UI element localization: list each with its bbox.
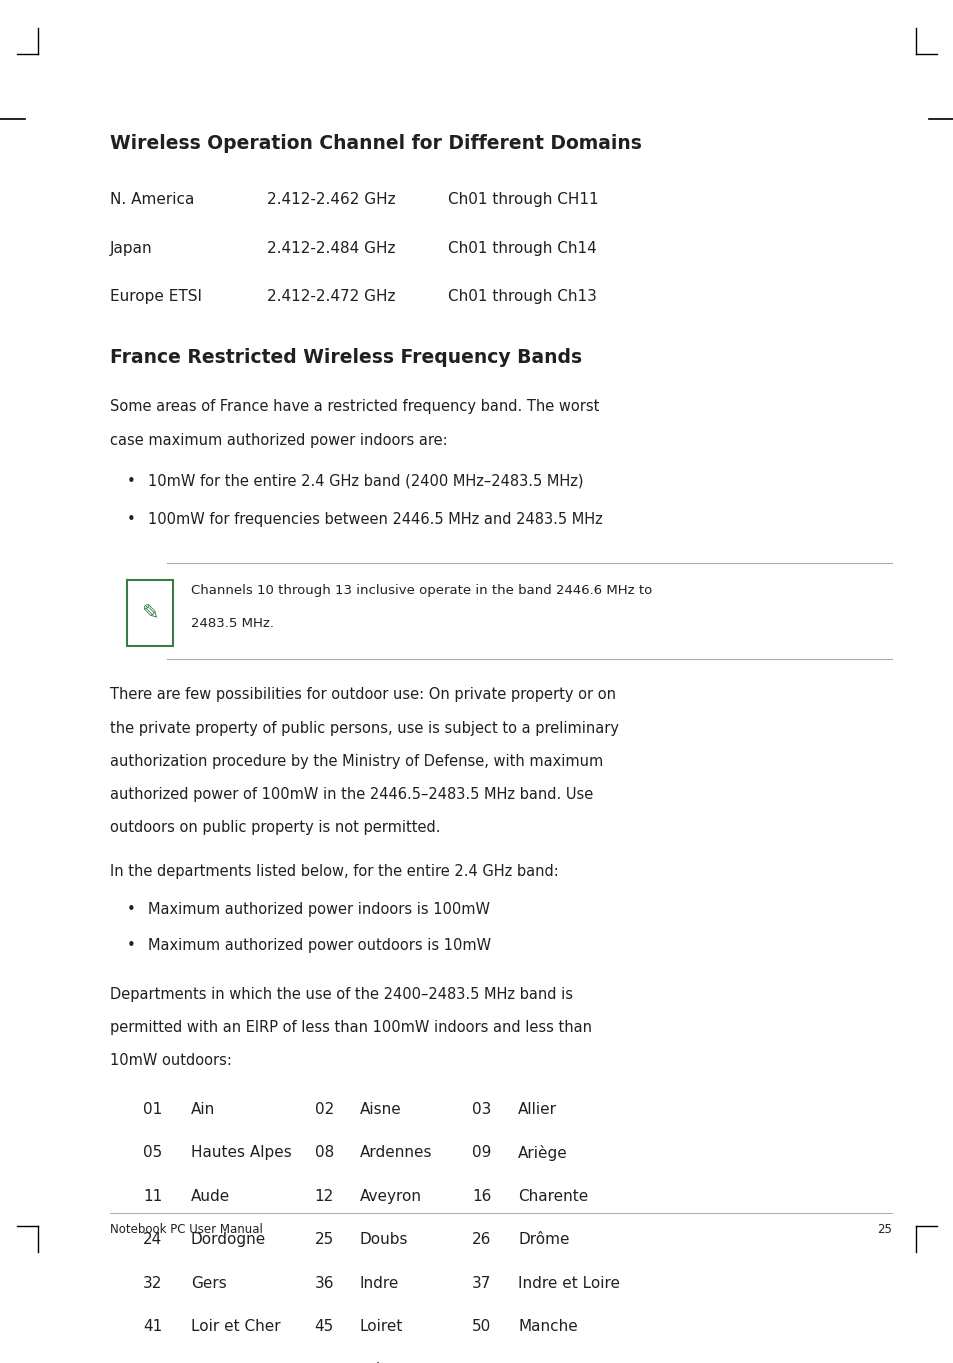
- Text: the private property of public persons, use is subject to a preliminary: the private property of public persons, …: [110, 721, 618, 736]
- Text: 24: 24: [143, 1232, 162, 1247]
- Text: There are few possibilities for outdoor use: On private property or on: There are few possibilities for outdoor …: [110, 687, 615, 702]
- Text: Gers: Gers: [191, 1276, 226, 1291]
- Text: Dordogne: Dordogne: [191, 1232, 266, 1247]
- Text: 05: 05: [143, 1145, 162, 1160]
- Text: 25: 25: [876, 1224, 891, 1236]
- Text: Ardennes: Ardennes: [359, 1145, 432, 1160]
- FancyBboxPatch shape: [127, 579, 172, 646]
- Text: Ch01 through Ch14: Ch01 through Ch14: [448, 241, 597, 256]
- Text: 36: 36: [314, 1276, 334, 1291]
- Text: Drôme: Drôme: [517, 1232, 569, 1247]
- Text: 50: 50: [472, 1319, 491, 1334]
- Text: Japan: Japan: [110, 241, 152, 256]
- Text: 08: 08: [314, 1145, 334, 1160]
- Text: 26: 26: [472, 1232, 491, 1247]
- Text: •: •: [127, 473, 135, 488]
- Text: 32: 32: [143, 1276, 162, 1291]
- Text: Doubs: Doubs: [359, 1232, 408, 1247]
- Text: In the departments listed below, for the entire 2.4 GHz band:: In the departments listed below, for the…: [110, 864, 558, 879]
- Text: Some areas of France have a restricted frequency band. The worst: Some areas of France have a restricted f…: [110, 399, 598, 414]
- Text: N. America: N. America: [110, 192, 193, 207]
- Text: Ain: Ain: [191, 1101, 214, 1116]
- Text: authorized power of 100mW in the 2446.5–2483.5 MHz band. Use: authorized power of 100mW in the 2446.5–…: [110, 786, 593, 801]
- Text: Charente: Charente: [517, 1189, 588, 1204]
- Text: 02: 02: [314, 1101, 334, 1116]
- Text: Channels 10 through 13 inclusive operate in the band 2446.6 MHz to: Channels 10 through 13 inclusive operate…: [191, 583, 651, 597]
- Text: 2.412-2.472 GHz: 2.412-2.472 GHz: [267, 289, 395, 304]
- Text: Loir et Cher: Loir et Cher: [191, 1319, 280, 1334]
- Text: Aveyron: Aveyron: [359, 1189, 421, 1204]
- Text: Indre et Loire: Indre et Loire: [517, 1276, 619, 1291]
- Text: 2.412-2.484 GHz: 2.412-2.484 GHz: [267, 241, 395, 256]
- Text: 03: 03: [472, 1101, 491, 1116]
- Text: France Restricted Wireless Frequency Bands: France Restricted Wireless Frequency Ban…: [110, 348, 581, 367]
- Text: case maximum authorized power indoors are:: case maximum authorized power indoors ar…: [110, 432, 447, 447]
- Text: 09: 09: [472, 1145, 491, 1160]
- Text: 37: 37: [472, 1276, 491, 1291]
- Text: authorization procedure by the Ministry of Defense, with maximum: authorization procedure by the Ministry …: [110, 754, 602, 769]
- Text: 01: 01: [143, 1101, 162, 1116]
- Text: •: •: [127, 512, 135, 527]
- Text: 16: 16: [472, 1189, 491, 1204]
- Text: ✎: ✎: [141, 602, 158, 623]
- Text: Loiret: Loiret: [359, 1319, 402, 1334]
- Text: Maximum authorized power indoors is 100mW: Maximum authorized power indoors is 100m…: [148, 902, 489, 917]
- Text: 12: 12: [314, 1189, 334, 1204]
- Text: permitted with an EIRP of less than 100mW indoors and less than: permitted with an EIRP of less than 100m…: [110, 1020, 591, 1035]
- Text: outdoors on public property is not permitted.: outdoors on public property is not permi…: [110, 821, 439, 836]
- Text: 11: 11: [143, 1189, 162, 1204]
- Text: Ariège: Ariège: [517, 1145, 567, 1161]
- Text: Maximum authorized power outdoors is 10mW: Maximum authorized power outdoors is 10m…: [148, 938, 491, 953]
- Text: Ch01 through Ch13: Ch01 through Ch13: [448, 289, 597, 304]
- Text: 10mW outdoors:: 10mW outdoors:: [110, 1054, 232, 1069]
- Text: 2483.5 MHz.: 2483.5 MHz.: [191, 617, 274, 630]
- Text: Indre: Indre: [359, 1276, 398, 1291]
- Text: Allier: Allier: [517, 1101, 557, 1116]
- Text: •: •: [127, 938, 135, 953]
- Text: 45: 45: [314, 1319, 334, 1334]
- Text: Departments in which the use of the 2400–2483.5 MHz band is: Departments in which the use of the 2400…: [110, 987, 572, 1002]
- Text: 2.412-2.462 GHz: 2.412-2.462 GHz: [267, 192, 395, 207]
- Text: Hautes Alpes: Hautes Alpes: [191, 1145, 292, 1160]
- Text: Aude: Aude: [191, 1189, 230, 1204]
- Text: Aisne: Aisne: [359, 1101, 401, 1116]
- Text: •: •: [127, 902, 135, 917]
- Text: Ch01 through CH11: Ch01 through CH11: [448, 192, 598, 207]
- Text: Europe ETSI: Europe ETSI: [110, 289, 201, 304]
- Text: Manche: Manche: [517, 1319, 578, 1334]
- Text: Wireless Operation Channel for Different Domains: Wireless Operation Channel for Different…: [110, 135, 641, 154]
- Text: 10mW for the entire 2.4 GHz band (2400 MHz–2483.5 MHz): 10mW for the entire 2.4 GHz band (2400 M…: [148, 473, 582, 488]
- Text: Notebook PC User Manual: Notebook PC User Manual: [110, 1224, 262, 1236]
- Text: 100mW for frequencies between 2446.5 MHz and 2483.5 MHz: 100mW for frequencies between 2446.5 MHz…: [148, 512, 602, 527]
- Text: 41: 41: [143, 1319, 162, 1334]
- Text: 25: 25: [314, 1232, 334, 1247]
